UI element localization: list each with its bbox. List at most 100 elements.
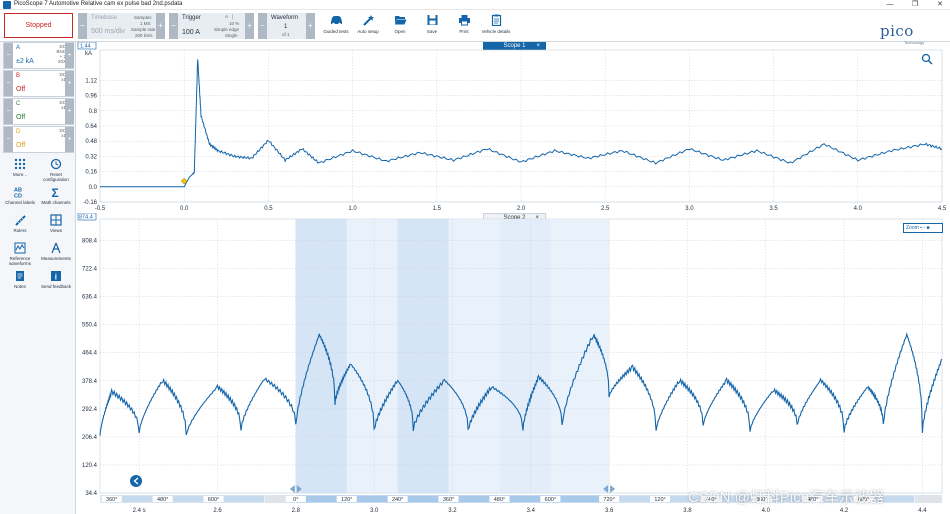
scope-2-series-a-line [99, 332, 943, 436]
notes-button[interactable]: Notes [4, 270, 36, 289]
trigger-control[interactable]: − Trigger 100 A A ⌠ 10 % Simple edge Sin… [169, 13, 254, 39]
measurements-button[interactable]: Measurements [40, 242, 72, 261]
scope-2-x-tick-label: 3.8 [683, 508, 692, 514]
scope-2-x-tick-label: 4.2 [840, 508, 849, 514]
scope-1-y-tick-label: 0.48 [85, 139, 97, 145]
scope-2-top-value-box [77, 213, 97, 221]
close-button[interactable]: ✕ [937, 1, 943, 8]
tab-scope-1[interactable]: Scope 1 × [483, 42, 546, 50]
guided-tests-label: Guided tests [323, 29, 349, 34]
math-channels-button[interactable]: Σ Math channels [40, 186, 72, 205]
reference-waveform-icon [14, 242, 26, 254]
trigger-minus-button[interactable]: − [169, 13, 178, 39]
auto-setup-button[interactable]: Auto setup [352, 13, 384, 39]
reference-waveforms-label: Reference waveforms [9, 256, 31, 266]
scope-1-close-icon[interactable]: × [536, 43, 540, 49]
channel-d-minus[interactable]: − [4, 127, 13, 152]
angle-label: 120° [341, 497, 352, 503]
channel-b-minus[interactable]: − [4, 71, 13, 96]
channel-a-card[interactable]: − A DC BNC + 2 20X ±2 kA + [3, 42, 74, 69]
angle-label-box [152, 496, 173, 502]
zoom-label: Zoom [906, 225, 919, 231]
scope-1-y-tick-label: 0.0 [89, 185, 98, 191]
scope-2-y-tick-label: 378.4 [82, 379, 98, 385]
send-feedback-button[interactable]: i Send feedback [40, 270, 72, 289]
channel-d-coupling: DC x1 [59, 128, 67, 138]
print-label: Print [459, 29, 469, 34]
grid-view-icon [50, 214, 62, 226]
scope-1-y-tick-label: 0.64 [85, 124, 97, 130]
scope-1-y-tick-label: -0.16 [83, 200, 97, 206]
reset-configuration-label: Reset configuration [43, 172, 69, 182]
zoom-magnifier-icon [921, 53, 933, 65]
channel-b-card[interactable]: − B DC x1 Off + [3, 70, 74, 97]
waveform-control[interactable]: − Waveform 1 of 1 + [258, 13, 315, 39]
angle-label-box [438, 496, 459, 502]
channel-c-card[interactable]: − C DC x1 Off + [3, 98, 74, 125]
title-bar: PicoScope 7 Automotive Relative cam ex p… [0, 0, 950, 10]
angle-label-box [336, 496, 357, 502]
scope-2-close-icon[interactable]: × [535, 215, 539, 221]
scope-2-y-tick-label: 550.4 [82, 323, 98, 329]
rulers-button[interactable]: Rulers [4, 214, 36, 233]
scope-1-x-tick-label: 3.5 [769, 206, 778, 212]
channel-c-minus[interactable]: − [4, 99, 13, 124]
zoom-overview-box[interactable]: Zoom ▪ ▫ ■ [903, 223, 943, 233]
channel-b-range: Off [16, 86, 26, 93]
channel-a-plus[interactable]: + [65, 43, 74, 68]
angle-label-box [802, 496, 823, 502]
angle-label-box [489, 496, 510, 502]
more-button[interactable]: More... [4, 158, 36, 177]
scope-2-y-tick-label: 206.4 [82, 435, 98, 441]
trigger-mode-single: Single [225, 33, 238, 38]
angle-label-box [203, 496, 224, 502]
channel-b-plus[interactable]: + [65, 71, 74, 96]
reset-configuration-button[interactable]: Reset configuration [40, 158, 72, 182]
waveform-plus-button[interactable]: + [306, 13, 315, 39]
pico-logo: pico [880, 22, 914, 40]
scope-1-x-tick-label: -0.5 [95, 206, 106, 212]
channel-d-plus[interactable]: + [65, 127, 74, 152]
scope-1-y-tick-label: 0.32 [85, 154, 97, 160]
scope-1-y-tick-label: 0.16 [85, 170, 97, 176]
pico-logo-subtitle: Technology [904, 40, 925, 45]
scope-2-top-value: 874.4 [79, 215, 93, 221]
watermark: CSDN @虹科Pico汽车示波器 [688, 489, 885, 506]
maximize-button[interactable]: ❐ [911, 1, 919, 8]
angle-label-box [650, 496, 671, 502]
timebase-control[interactable]: − Timebase 500 ms/div Samples 1 MS Sampl… [78, 13, 165, 39]
vehicle-details-button[interactable]: Vehicle details [480, 13, 512, 39]
rulers-label: Rulers [13, 228, 27, 233]
channel-d-card[interactable]: − D DC x1 Off + [3, 126, 74, 153]
timebase-minus-button[interactable]: − [78, 13, 87, 39]
channel-labels-button[interactable]: AB CD Channel labels [4, 186, 36, 206]
svg-text:Σ: Σ [52, 186, 59, 198]
print-button[interactable]: Print [448, 13, 480, 39]
scope-2-x-tick-label: 4.0 [762, 508, 771, 514]
rising-edge-icon: ⌠ [231, 14, 234, 19]
waveform-minus-button[interactable]: − [258, 13, 267, 39]
stopped-button[interactable]: Stopped [4, 13, 73, 38]
angle-label: 360° [106, 497, 117, 503]
save-button[interactable]: Save [416, 13, 448, 39]
scope-2-x-tick-label: 4.4 [918, 508, 927, 514]
toolbar: Stopped − Timebase 500 ms/div Samples 1 … [0, 10, 950, 45]
minimize-button[interactable]: — [886, 1, 894, 8]
angle-label-box [853, 496, 874, 502]
reference-waveforms-button[interactable]: Reference waveforms [4, 242, 36, 266]
trigger-value: 100 A [182, 29, 200, 36]
views-label: Views [50, 228, 62, 233]
scope-1-top-value: 1.44 [80, 44, 91, 50]
scope-2-plot[interactable]: 808.4 722.4 636.4 550.4 464.4 378.4 292.4 206.4… [76, 213, 950, 514]
trigger-plus-button[interactable]: + [245, 13, 254, 39]
timebase-plus-button[interactable]: + [156, 13, 165, 39]
scope-1-plot[interactable]: 1.12 0.96 0.8 0.64 0.48 0.32 0.16 0.0 -0.16-0.5 0… [76, 42, 950, 213]
channel-a-range: ±2 kA [16, 58, 34, 65]
views-button[interactable]: Views [40, 214, 72, 233]
channel-a-minus[interactable]: − [4, 43, 13, 68]
open-button[interactable]: Open [384, 13, 416, 39]
svg-text:AB: AB [14, 188, 22, 194]
channel-c-plus[interactable]: + [65, 99, 74, 124]
guided-tests-button[interactable]: Guided tests [320, 13, 352, 39]
